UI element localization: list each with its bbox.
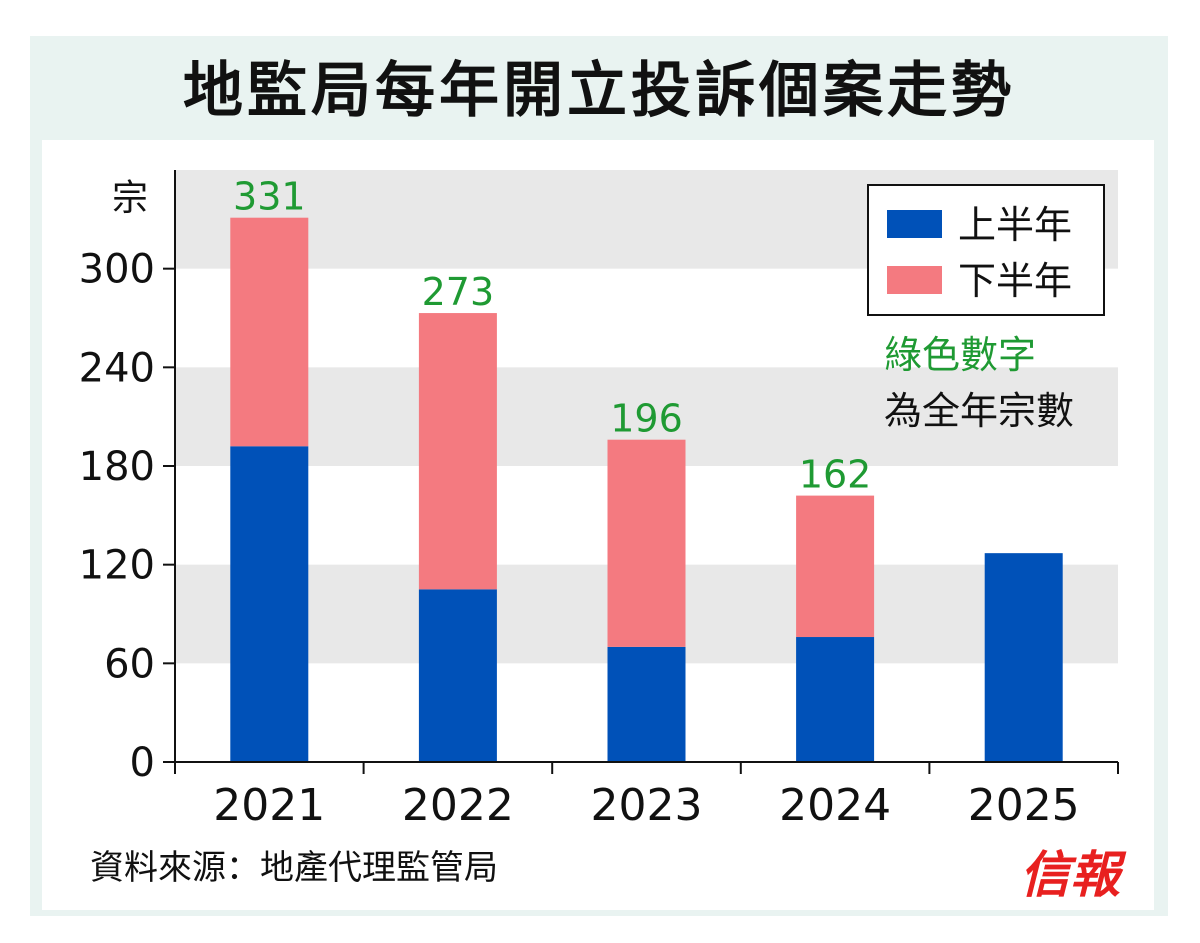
chart-title: 地監局每年開立投訴個案走勢 bbox=[183, 56, 1015, 126]
legend-swatch-second-half bbox=[887, 266, 942, 294]
bar-2022-second-half bbox=[418, 313, 497, 590]
total-label-2024: 162 bbox=[799, 453, 872, 497]
x-tick-label-2022: 2022 bbox=[402, 780, 514, 831]
total-label-2023: 196 bbox=[610, 397, 683, 441]
bar-2023-first-half bbox=[607, 646, 686, 762]
bar-2022-first-half bbox=[418, 589, 497, 762]
bar-2024-first-half bbox=[796, 637, 875, 762]
x-tick-label-2023: 2023 bbox=[591, 780, 703, 831]
annotation-line-2: 為全年宗數 bbox=[884, 389, 1074, 433]
y-axis-label: 宗 bbox=[112, 178, 148, 219]
total-label-2021: 331 bbox=[233, 175, 306, 219]
total-label-2022: 273 bbox=[422, 270, 495, 314]
x-tick-label-2024: 2024 bbox=[779, 780, 891, 831]
bar-2024-second-half bbox=[796, 495, 875, 638]
bar-2021-first-half bbox=[230, 446, 309, 762]
legend-swatch-first-half bbox=[887, 210, 942, 238]
legend: 上半年 下半年 bbox=[867, 184, 1105, 316]
legend-label-first-half: 上半年 bbox=[958, 203, 1072, 247]
y-tick-label: 60 bbox=[104, 641, 155, 687]
labels-group: 331 2021 273 2022 196 2023 162 2024 2025 0 60 120 18… bbox=[79, 175, 1080, 831]
x-tick-label-2021: 2021 bbox=[213, 780, 325, 831]
y-tick-label: 120 bbox=[79, 543, 155, 589]
y-tick-label: 0 bbox=[130, 740, 155, 786]
y-tick-label: 240 bbox=[79, 345, 155, 391]
bar-2023-second-half bbox=[607, 439, 686, 647]
bar-2025-first-half bbox=[984, 553, 1063, 762]
y-tick-label: 300 bbox=[79, 247, 155, 293]
brand-logo: 信報 bbox=[1020, 845, 1120, 904]
axes-group bbox=[163, 170, 1119, 774]
bars-group bbox=[230, 217, 1063, 762]
bar-2021-second-half bbox=[230, 217, 309, 447]
source-note: 資料來源：地產代理監管局 bbox=[90, 848, 498, 888]
legend-label-second-half: 下半年 bbox=[958, 259, 1072, 303]
annotation-line-1: 綠色數字 bbox=[884, 333, 1036, 377]
x-tick-label-2025: 2025 bbox=[968, 780, 1080, 831]
y-tick-label: 180 bbox=[79, 444, 155, 490]
